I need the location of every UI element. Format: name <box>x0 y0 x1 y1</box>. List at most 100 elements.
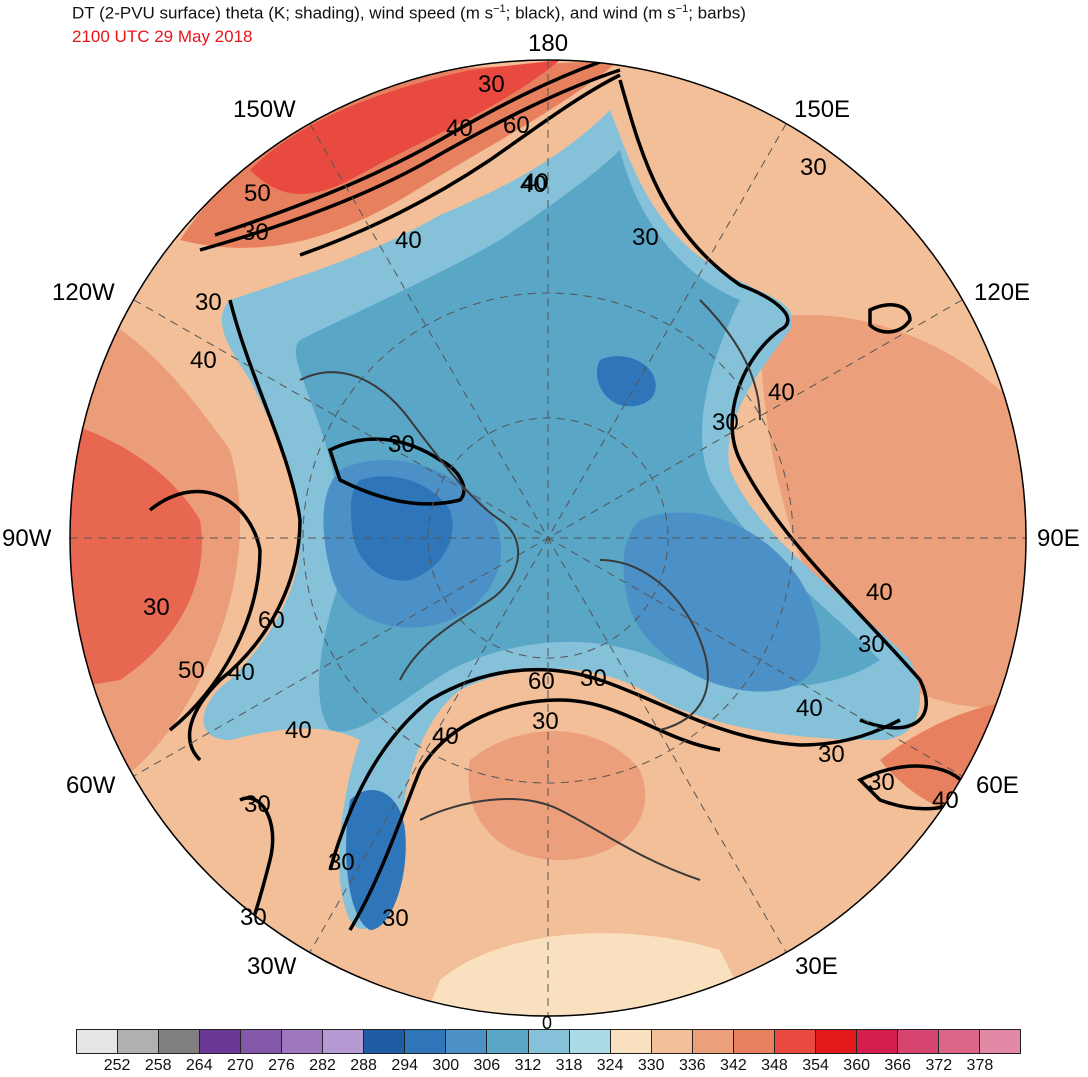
contour-label: 30 <box>382 905 409 932</box>
lon-label-right-lower: 60E <box>976 772 1019 799</box>
colorbar-swatch <box>323 1030 365 1053</box>
lon-label-lower-left: 30W <box>247 953 297 980</box>
contour-label: 40 <box>520 171 547 198</box>
colorbar-swatch <box>569 1030 611 1053</box>
contour-label: 30 <box>242 219 269 246</box>
theta-colorbar <box>76 1029 1021 1054</box>
colorbar-swatch <box>610 1030 652 1053</box>
colorbar-tick-label: 270 <box>226 1057 254 1074</box>
contour-label: 30 <box>478 71 505 98</box>
contour-label: 40 <box>395 227 422 254</box>
lon-label-bottom: 0 <box>542 1013 553 1033</box>
contour-label: 30 <box>712 409 739 436</box>
contour-label: 30 <box>388 431 415 458</box>
lon-label-left: 90W <box>2 525 52 552</box>
colorbar-swatch <box>446 1030 488 1053</box>
colorbar-tick-label: 360 <box>843 1057 870 1074</box>
colorbar-swatch <box>733 1030 775 1053</box>
colorbar-swatch <box>200 1030 242 1053</box>
theta-shading-polar-deep-2 <box>596 356 656 407</box>
colorbar-swatch <box>815 1030 857 1053</box>
colorbar-swatch <box>528 1030 570 1053</box>
theta-shading-hot-pacific <box>250 60 560 194</box>
map-title: DT (2-PVU surface) theta (K; shading), w… <box>72 3 746 23</box>
contour-label: 30 <box>240 904 267 931</box>
colorbar-swatch <box>774 1030 816 1053</box>
colorbar-swatch <box>692 1030 734 1053</box>
colorbar-tick-label: 252 <box>103 1057 131 1074</box>
contour-label: 40 <box>446 115 473 142</box>
colorbar-tick-label: 348 <box>761 1057 788 1074</box>
colorbar-tick-label: 288 <box>350 1057 377 1074</box>
theta-shading-warm-america <box>70 300 240 800</box>
colorbar-tick-label: 282 <box>309 1057 336 1074</box>
lon-label-upper-right: 150E <box>794 96 851 123</box>
colorbar-swatch <box>241 1030 283 1053</box>
colorbar-swatch <box>856 1030 898 1053</box>
contour-label: 40 <box>228 659 255 686</box>
coastlines <box>299 299 761 881</box>
contour-label: 40 <box>866 579 893 606</box>
theta-shading-warm-atlantic <box>468 731 646 860</box>
contour-label: 30 <box>532 708 559 735</box>
colorbar-swatch <box>118 1030 160 1053</box>
colorbar-swatch <box>651 1030 693 1053</box>
colorbar-tick-label: 372 <box>925 1057 953 1074</box>
theta-shading-greenland-trough <box>346 790 406 930</box>
contour-label: 40 <box>932 787 959 814</box>
theta-shading-polar-core-east <box>623 512 821 692</box>
colorbar-tick-label: 264 <box>185 1057 213 1074</box>
colorbar-swatch <box>77 1030 119 1053</box>
colorbar-swatch <box>897 1030 939 1053</box>
colorbar-tick-label: 276 <box>268 1057 295 1074</box>
colorbar-tick-label: 294 <box>391 1057 419 1074</box>
contour-label: 30 <box>800 154 827 181</box>
lon-label-top: 180 <box>528 30 569 57</box>
contour-label: 30 <box>858 631 885 658</box>
colorbar-tick-label: 378 <box>966 1057 994 1074</box>
colorbar-swatch <box>938 1030 981 1053</box>
contour-label-group: 30 40 60 30 50 40 30 30 40 30 30 40 30 6… <box>143 71 959 932</box>
colorbar-tick-label: 342 <box>720 1057 747 1074</box>
contour-label: 30 <box>195 289 222 316</box>
colorbar-swatch <box>980 1030 1021 1053</box>
colorbar-swatch <box>159 1030 201 1053</box>
theta-shading-warm-pacific <box>180 60 620 248</box>
contour-label: 30 <box>244 791 271 818</box>
valid-time: 2100 UTC 29 May 2018 <box>72 27 253 46</box>
colorbar-tick-label: 318 <box>555 1057 583 1074</box>
colorbar-tick-label: 336 <box>678 1057 706 1074</box>
contour-label: 30 <box>818 741 845 768</box>
contour-label: 40 <box>522 169 549 196</box>
colorbar-tick-label: 330 <box>637 1057 665 1074</box>
colorbar-tick-labels: 252 258 264 270 276 282 288 294 300 306 312 318 324 3… <box>76 1057 1021 1077</box>
colorbar-tick-label: 324 <box>596 1057 624 1074</box>
colorbar-tick-label: 354 <box>802 1057 829 1074</box>
contour-label: 30 <box>632 224 659 251</box>
contour-label: 30 <box>143 594 170 621</box>
lon-label-left-upper: 120W <box>52 279 115 306</box>
contour-label: 40 <box>285 717 312 744</box>
graticule <box>70 60 1026 1016</box>
colorbar-swatch <box>487 1030 529 1053</box>
contour-label: 60 <box>528 668 555 695</box>
contour-label: 40 <box>768 379 795 406</box>
lon-label-lower-right: 30E <box>795 953 838 980</box>
colorbar-tick-label: 306 <box>473 1057 501 1074</box>
lon-label-left-lower: 60W <box>66 772 116 799</box>
contour-label: 30 <box>328 849 355 876</box>
lon-label-upper-left: 150W <box>233 96 296 123</box>
contour-label: 40 <box>796 695 823 722</box>
lon-label-right-upper: 120E <box>974 279 1031 306</box>
colorbar-tick-label: 258 <box>144 1057 172 1074</box>
colorbar-swatch <box>282 1030 324 1053</box>
contour-label: 40 <box>432 723 459 750</box>
contour-label: 30 <box>868 769 895 796</box>
colorbar-tick-label: 312 <box>514 1057 542 1074</box>
contour-label: 60 <box>258 607 285 634</box>
contour-label: 50 <box>178 657 205 684</box>
lon-label-right: 90E <box>1037 525 1080 552</box>
colorbar-swatch <box>364 1030 406 1053</box>
colorbar-tick-label: 300 <box>432 1057 460 1074</box>
